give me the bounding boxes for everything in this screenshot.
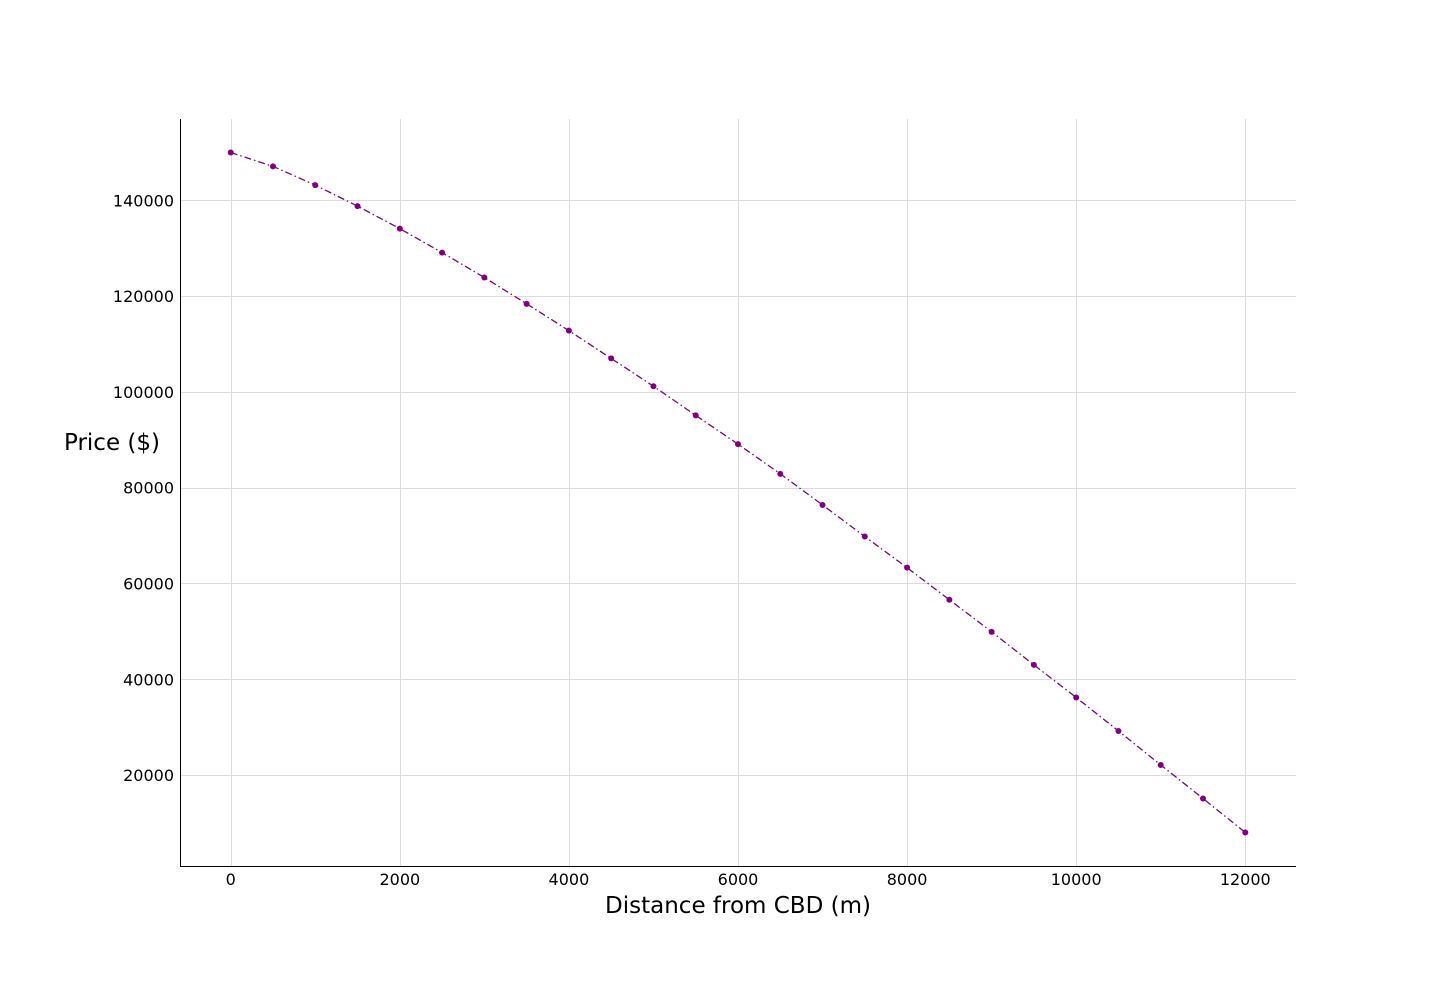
x-tick-label: 8000 xyxy=(887,870,928,889)
data-point xyxy=(861,533,868,540)
data-point xyxy=(819,501,826,508)
data-point xyxy=(312,182,319,189)
data-point xyxy=(650,383,657,390)
data-point xyxy=(735,441,741,448)
data-point xyxy=(946,596,953,603)
data-point xyxy=(354,203,361,210)
x-tick-label: 4000 xyxy=(549,870,590,889)
data-point xyxy=(439,249,446,256)
data-point xyxy=(270,163,276,170)
data-point xyxy=(777,470,784,477)
x-tick-label: 12000 xyxy=(1220,870,1271,889)
y-tick-label: 40000 xyxy=(123,670,174,689)
x-axis-label: Distance from CBD (m) xyxy=(605,893,871,919)
data-point xyxy=(1115,727,1122,734)
y-tick-label: 140000 xyxy=(113,191,174,210)
y-axis-label: Price ($) xyxy=(64,430,160,456)
y-tick-label: 120000 xyxy=(113,287,174,306)
y-tick-label: 100000 xyxy=(113,383,174,402)
data-point xyxy=(1200,795,1206,802)
data-point xyxy=(1030,661,1037,668)
data-point xyxy=(396,225,403,232)
data-point xyxy=(608,355,615,362)
data-point xyxy=(1073,694,1080,701)
series-layer xyxy=(227,149,1249,836)
y-tick-label: 20000 xyxy=(123,766,174,785)
grid-layer xyxy=(180,119,1296,866)
data-point xyxy=(1157,761,1164,768)
y-tick-label: 80000 xyxy=(123,479,174,498)
tick-label-layer: 0 2000 4000 6000 8000 10000 12000 20000 40000 600… xyxy=(113,191,1271,889)
y-tick-label: 60000 xyxy=(123,574,174,593)
data-point xyxy=(988,628,995,635)
data-point xyxy=(523,300,530,307)
x-tick-label: 6000 xyxy=(718,870,759,889)
data-point xyxy=(481,274,488,281)
data-point xyxy=(1242,829,1249,836)
data-point xyxy=(227,149,234,156)
x-tick-label: 2000 xyxy=(379,870,420,889)
data-point xyxy=(565,327,572,334)
axes-layer xyxy=(180,119,1296,867)
x-tick-label: 10000 xyxy=(1051,870,1102,889)
x-tick-label: 0 xyxy=(226,870,236,889)
data-point xyxy=(692,412,699,419)
data-point xyxy=(904,564,911,571)
